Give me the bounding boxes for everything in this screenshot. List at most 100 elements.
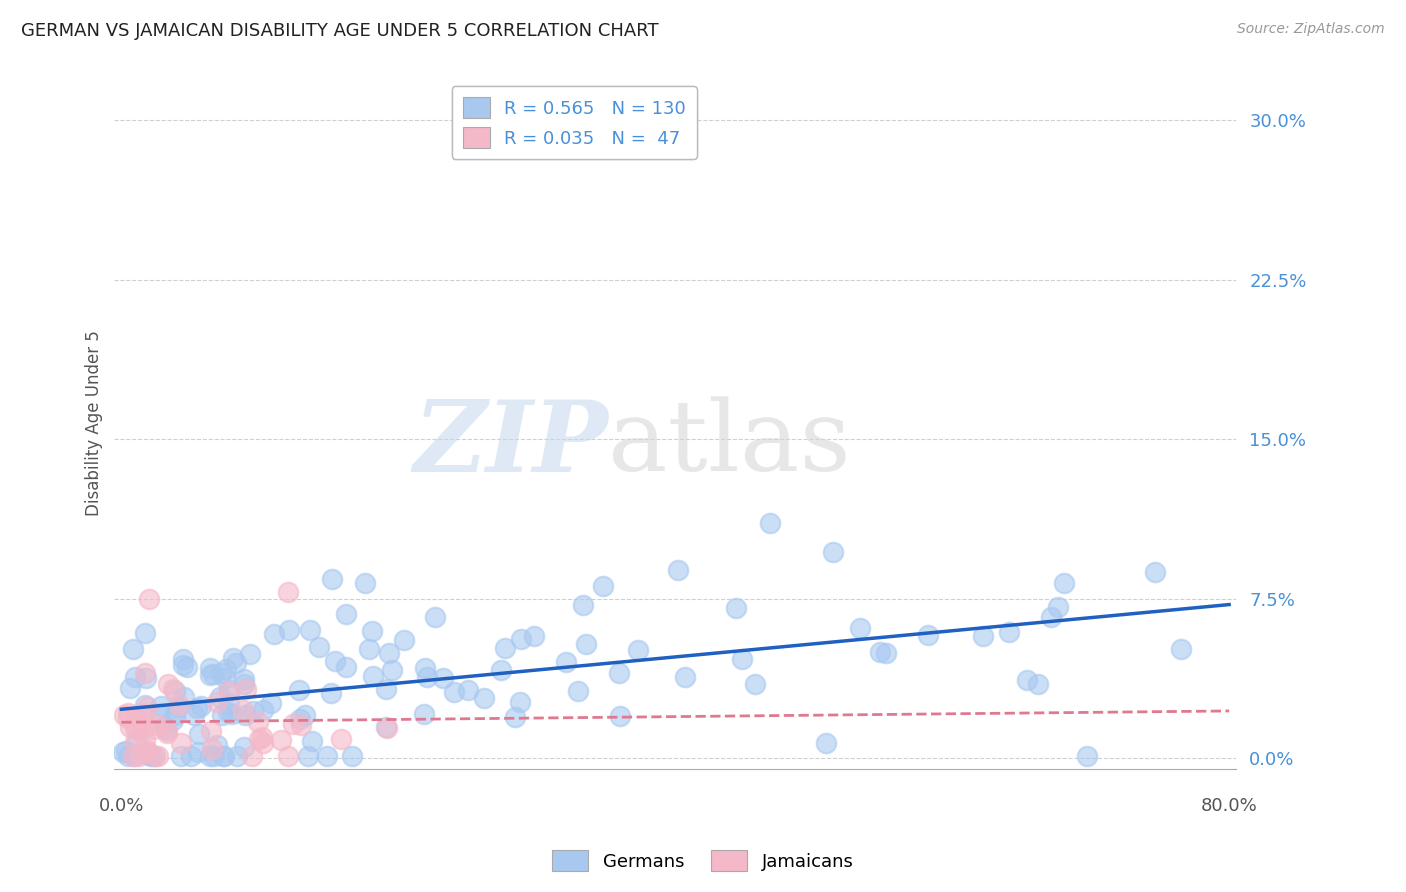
Point xyxy=(200,723,222,738)
Point xyxy=(374,681,396,696)
Legend: R = 0.565   N = 130, R = 0.035   N =  47: R = 0.565 N = 130, R = 0.035 N = 47 xyxy=(451,87,697,159)
Point xyxy=(124,721,146,735)
Point xyxy=(673,670,696,684)
Point xyxy=(211,708,233,723)
Point xyxy=(247,731,270,746)
Point xyxy=(869,645,891,659)
Point xyxy=(240,749,263,764)
Point xyxy=(117,710,139,724)
Point xyxy=(218,684,240,698)
Point xyxy=(180,749,202,764)
Point xyxy=(1053,575,1076,590)
Point xyxy=(150,698,173,713)
Point xyxy=(375,720,398,734)
Point xyxy=(209,665,232,680)
Point xyxy=(575,636,598,650)
Point xyxy=(117,748,139,763)
Point xyxy=(277,749,299,764)
Point xyxy=(165,707,187,722)
Point xyxy=(1040,610,1063,624)
Point xyxy=(423,610,446,624)
Point xyxy=(998,624,1021,639)
Point xyxy=(416,669,439,683)
Point xyxy=(218,697,240,711)
Text: 80.0%: 80.0% xyxy=(1201,797,1257,814)
Point xyxy=(592,578,614,592)
Point xyxy=(744,677,766,691)
Point xyxy=(146,749,169,764)
Point xyxy=(221,707,243,722)
Point xyxy=(283,717,305,731)
Point xyxy=(523,629,546,643)
Point xyxy=(340,749,363,764)
Point xyxy=(128,718,150,732)
Point xyxy=(202,749,225,764)
Point xyxy=(1170,641,1192,656)
Point xyxy=(472,691,495,706)
Point xyxy=(187,745,209,759)
Text: Source: ZipAtlas.com: Source: ZipAtlas.com xyxy=(1237,22,1385,37)
Point xyxy=(233,707,256,722)
Point xyxy=(361,668,384,682)
Text: GERMAN VS JAMAICAN DISABILITY AGE UNDER 5 CORRELATION CHART: GERMAN VS JAMAICAN DISABILITY AGE UNDER … xyxy=(21,22,659,40)
Point xyxy=(288,713,311,727)
Point xyxy=(190,699,212,714)
Point xyxy=(214,671,236,685)
Point xyxy=(122,749,145,764)
Point xyxy=(299,623,322,637)
Point xyxy=(724,601,747,615)
Point xyxy=(297,749,319,764)
Point xyxy=(572,599,595,613)
Point xyxy=(121,641,143,656)
Point xyxy=(875,646,897,660)
Point xyxy=(143,749,166,764)
Point xyxy=(205,695,228,709)
Point xyxy=(321,686,343,700)
Point xyxy=(252,736,274,750)
Point xyxy=(233,677,256,691)
Point xyxy=(308,640,330,655)
Point xyxy=(187,726,209,740)
Point xyxy=(114,744,136,758)
Point xyxy=(509,632,531,646)
Point xyxy=(134,626,156,640)
Point xyxy=(232,703,254,717)
Point xyxy=(134,666,156,681)
Point xyxy=(157,677,180,691)
Point xyxy=(666,563,689,577)
Point xyxy=(270,733,292,747)
Point xyxy=(360,624,382,638)
Point xyxy=(972,629,994,643)
Point xyxy=(124,735,146,749)
Point xyxy=(276,585,298,599)
Point xyxy=(330,732,353,747)
Point xyxy=(609,708,631,723)
Point xyxy=(127,733,149,747)
Point xyxy=(288,683,311,698)
Text: atlas: atlas xyxy=(607,396,851,491)
Point xyxy=(222,651,245,665)
Point xyxy=(142,723,165,737)
Point xyxy=(242,704,264,718)
Point xyxy=(301,734,323,748)
Point xyxy=(134,733,156,747)
Point xyxy=(239,648,262,662)
Point xyxy=(378,646,401,660)
Point xyxy=(163,684,186,698)
Point xyxy=(335,607,357,621)
Point xyxy=(136,743,159,757)
Point xyxy=(235,681,257,696)
Point xyxy=(128,749,150,764)
Point xyxy=(136,748,159,763)
Point xyxy=(172,652,194,666)
Point xyxy=(200,749,222,764)
Point xyxy=(125,722,148,736)
Point xyxy=(132,707,155,722)
Point xyxy=(415,661,437,675)
Point xyxy=(112,708,135,723)
Point xyxy=(815,736,838,750)
Point xyxy=(156,726,179,740)
Point xyxy=(201,742,224,756)
Point xyxy=(127,708,149,723)
Point xyxy=(323,654,346,668)
